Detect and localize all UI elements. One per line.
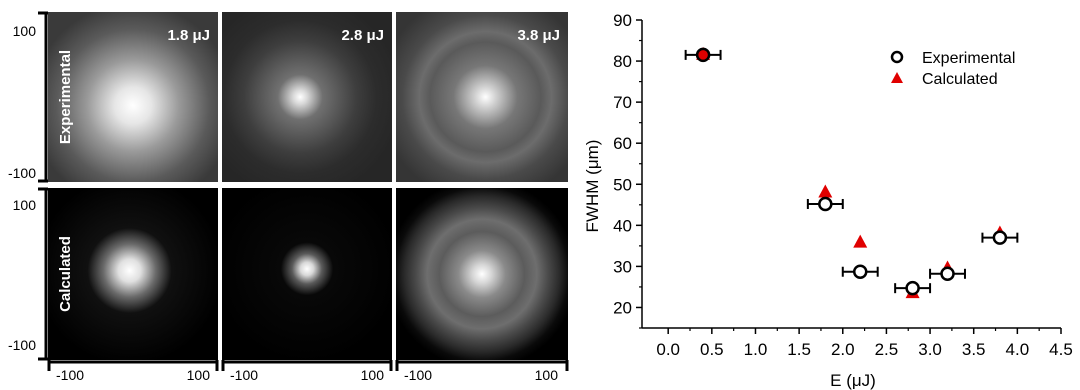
image-left-axis <box>38 11 48 361</box>
image-x-tick-3b: 100 <box>535 367 559 383</box>
x-tick-label: 2.5 <box>875 340 899 359</box>
experimental-point <box>818 196 833 212</box>
calculated-image-2 <box>222 188 392 360</box>
x-axis-title: E (μJ) <box>830 371 876 390</box>
image-bottom-axis <box>47 360 569 371</box>
image-y-tick-2: -100 <box>8 165 36 181</box>
x-tick-label: 1.5 <box>787 340 811 359</box>
legend-calculated-label: Calculated <box>922 71 998 88</box>
legend-experimental-marker <box>890 50 904 64</box>
image-y-tick-3: 100 <box>13 197 37 213</box>
experimental-image-3 <box>396 12 568 182</box>
x-tick-label: 0.0 <box>656 340 680 359</box>
legend-calculated-marker <box>891 72 903 83</box>
chart-marks <box>684 46 1019 299</box>
y-tick-label: 80 <box>613 52 632 71</box>
calculated-image-1 <box>48 188 218 360</box>
x-tick-label: 3.0 <box>918 340 942 359</box>
y-tick-label: 60 <box>613 134 632 153</box>
y-tick-label: 70 <box>613 93 632 112</box>
energy-label-3: 3.8 μJ <box>517 27 560 44</box>
x-tick-label: 2.0 <box>831 340 855 359</box>
experimental-point <box>940 266 955 282</box>
experimental-point <box>992 230 1008 245</box>
y-tick-label: 40 <box>613 216 632 235</box>
experimental-image-1 <box>48 12 218 182</box>
y-axis-title: FWHM (μm) <box>583 140 602 233</box>
experimental-image-2 <box>222 12 392 182</box>
legend-experimental-label: Experimental <box>922 50 1015 67</box>
image-x-tick-1a: -100 <box>56 367 84 383</box>
x-tick-label: 1.0 <box>744 340 768 359</box>
image-x-tick-2b: 100 <box>361 367 385 383</box>
experimental-point <box>905 280 920 296</box>
experimental-point <box>695 47 711 63</box>
x-tick-label: 0.5 <box>700 340 724 359</box>
y-tick-label: 30 <box>613 257 632 276</box>
x-tick-label: 4.0 <box>1006 340 1030 359</box>
x-tick-label: 4.5 <box>1049 340 1073 359</box>
fwhm-chart: 20 30 40 50 60 70 80 90 0.0 0.5 1.0 1.5 2.0 2.5 3.0 3.5… <box>583 11 1073 390</box>
y-tick-label: 20 <box>613 298 632 317</box>
y-tick-label: 90 <box>613 11 632 30</box>
chart-ticks: 20 30 40 50 60 70 80 90 0.0 0.5 1.0 1.5 2.0 2.5 3.0 3.5… <box>613 11 1073 359</box>
row-label-calculated: Calculated <box>57 236 74 312</box>
beam-image-grid: 1.8 μJ 2.8 μJ 3.8 μJ Experimental Calcul… <box>8 11 569 383</box>
legend: Experimental Calculated <box>890 50 1015 88</box>
row-label-experimental: Experimental <box>57 50 74 144</box>
calculated-point <box>818 184 833 198</box>
calculated-point <box>853 234 868 248</box>
experimental-point <box>852 264 868 279</box>
image-x-tick-1b: 100 <box>187 367 211 383</box>
y-tick-label: 50 <box>613 175 632 194</box>
x-tick-label: 3.5 <box>962 340 986 359</box>
energy-label-1: 1.8 μJ <box>167 27 210 44</box>
image-x-tick-3a: -100 <box>404 367 432 383</box>
calculated-image-3 <box>396 188 568 360</box>
image-y-tick-4: -100 <box>8 337 36 353</box>
image-x-tick-2a: -100 <box>230 367 258 383</box>
energy-label-2: 2.8 μJ <box>341 27 384 44</box>
image-y-tick-1: 100 <box>13 23 37 39</box>
